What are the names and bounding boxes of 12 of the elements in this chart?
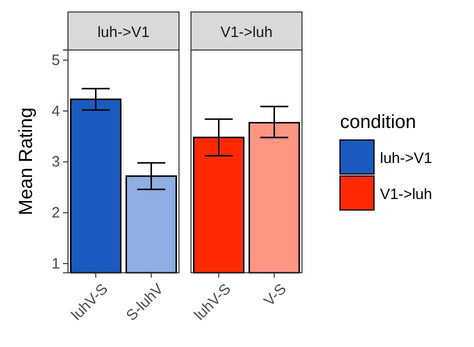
legend-label: V1->luh [380, 186, 432, 203]
legend-label: luh->V1 [380, 150, 432, 167]
y-tick-label: 4 [52, 102, 60, 120]
y-tick-label: 3 [52, 154, 60, 171]
chart-title: luh->V1 [97, 24, 150, 41]
chart-title: V1->luh [220, 24, 273, 41]
legend-title: condition [340, 112, 416, 133]
x-tick-label: V-S [260, 280, 290, 310]
y-axis-title: Mean Rating [16, 107, 37, 216]
y-tick-label: 2 [52, 204, 60, 222]
y-tick-label: 5 [52, 52, 60, 69]
y-tick-label: 1 [52, 255, 60, 272]
